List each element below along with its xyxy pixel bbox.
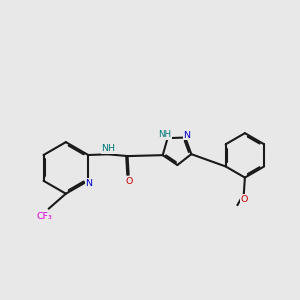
Text: NH: NH bbox=[158, 130, 171, 140]
Text: O: O bbox=[241, 195, 248, 204]
Text: NH: NH bbox=[102, 144, 116, 153]
Text: O: O bbox=[126, 177, 133, 186]
Text: N: N bbox=[184, 130, 190, 140]
Text: CF₃: CF₃ bbox=[36, 212, 52, 221]
Text: N: N bbox=[85, 179, 92, 188]
